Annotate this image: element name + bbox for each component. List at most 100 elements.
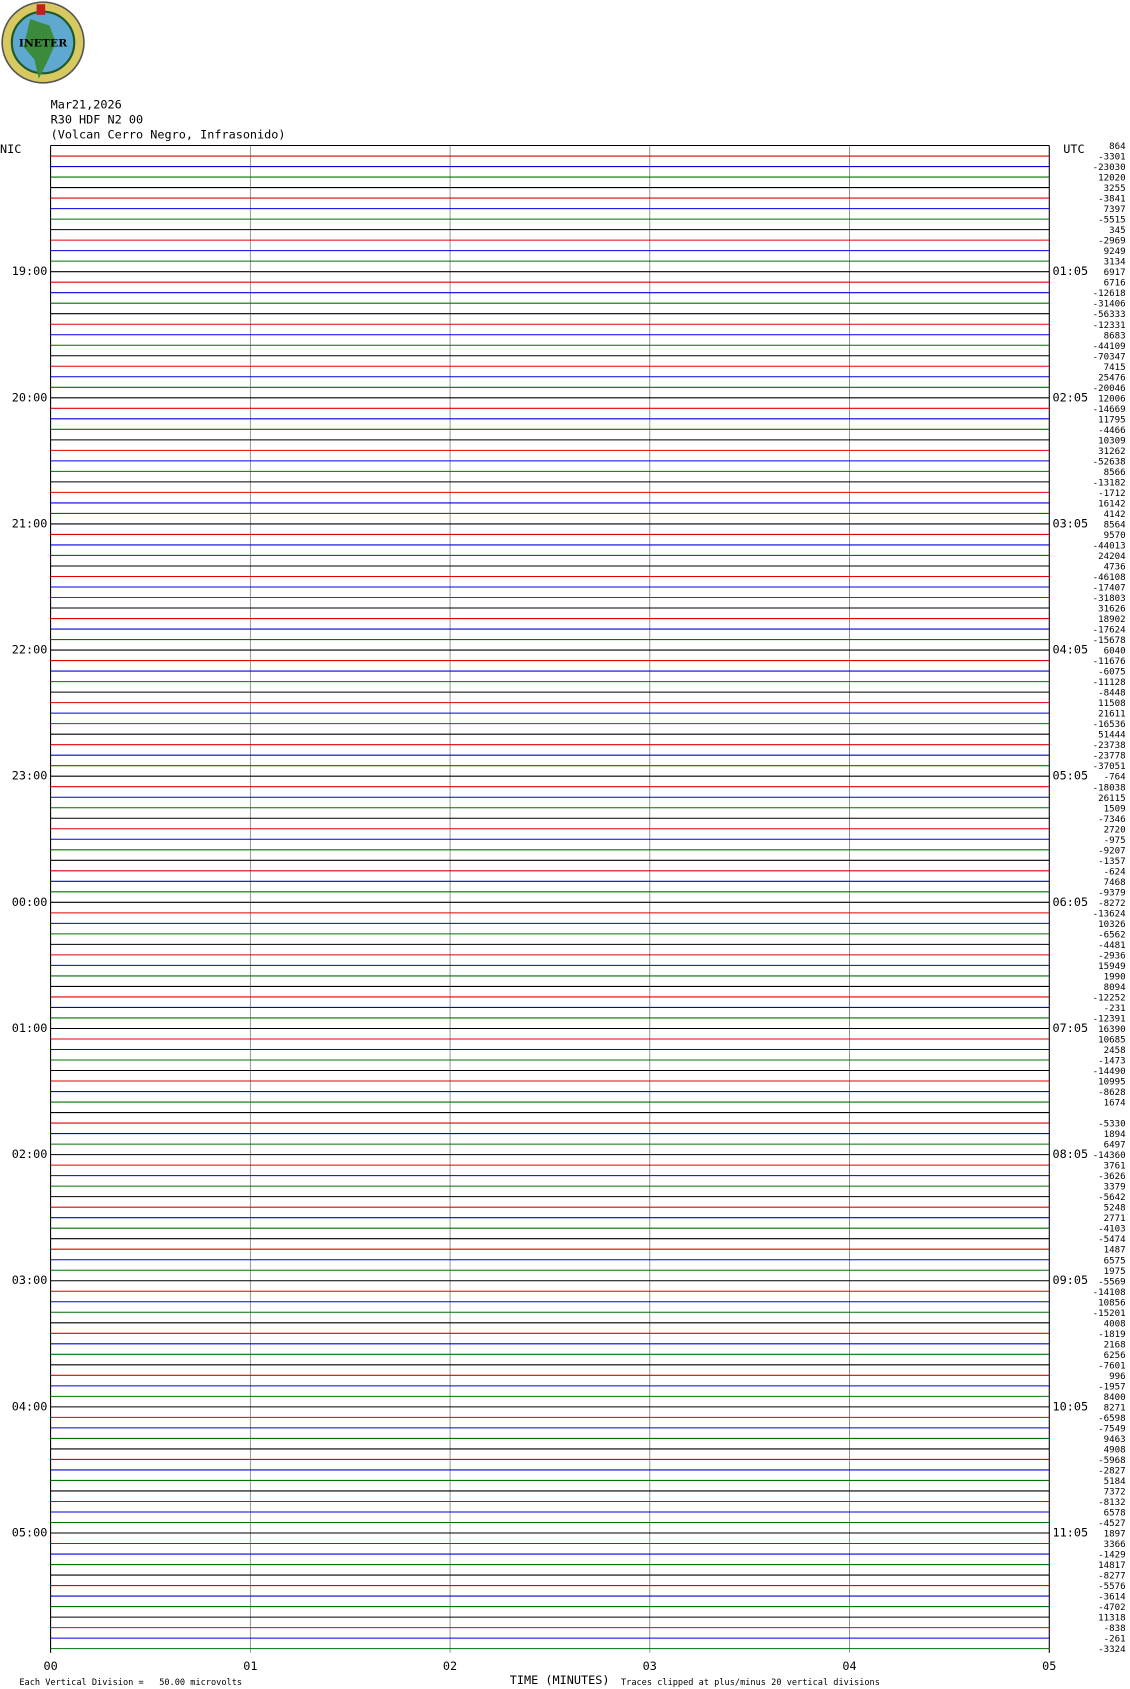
trace-offset: -2969 xyxy=(1098,237,1126,247)
trace-offset: -1712 xyxy=(1098,489,1126,499)
trace-offset: 3379 xyxy=(1104,1183,1126,1193)
trace-offset: 7397 xyxy=(1104,205,1126,215)
trace-offset: 12020 xyxy=(1098,174,1126,184)
trace-offset: 6917 xyxy=(1104,268,1126,278)
nic-time-label: 04:00 xyxy=(12,1399,48,1413)
trace-offset: -6598 xyxy=(1098,1414,1126,1424)
trace-offset: -7346 xyxy=(1098,815,1126,825)
trace-offset: 10856 xyxy=(1098,1298,1126,1308)
trace-offset: 11795 xyxy=(1098,415,1126,425)
trace-offset: -16536 xyxy=(1093,720,1126,730)
trace-offset: -5968 xyxy=(1098,1456,1126,1466)
trace-offset: -838 xyxy=(1104,1624,1126,1634)
trace-offset: -4527 xyxy=(1098,1519,1126,1529)
trace-offset: -15201 xyxy=(1093,1309,1126,1319)
trace-offset: -5515 xyxy=(1098,216,1126,226)
nic-time-label: 19:00 xyxy=(12,264,48,278)
trace-offset: 9463 xyxy=(1104,1435,1126,1445)
trace-offset: -2936 xyxy=(1098,951,1126,961)
trace-offset: 8683 xyxy=(1104,331,1126,341)
nic-time-label: 23:00 xyxy=(12,769,48,783)
nic-time-label: 03:00 xyxy=(12,1273,48,1287)
trace-offset: 996 xyxy=(1109,1372,1126,1382)
header-date: Mar21,2026 xyxy=(51,98,122,112)
x-tick-label: 05 xyxy=(1042,1659,1056,1673)
trace-offset: 6256 xyxy=(1104,1351,1126,1361)
trace-offset: 4908 xyxy=(1104,1446,1126,1456)
trace-offset: 864 xyxy=(1109,142,1126,152)
trace-offset: -52638 xyxy=(1093,457,1126,467)
trace-offset: -37051 xyxy=(1093,762,1126,772)
trace-offset: 15949 xyxy=(1098,962,1126,972)
trace-offset: -14490 xyxy=(1093,1067,1126,1077)
nic-time-label: 21:00 xyxy=(12,516,48,530)
utc-time-label: 05:05 xyxy=(1053,769,1089,783)
trace-offset: 2458 xyxy=(1104,1046,1126,1056)
trace-offset: -13182 xyxy=(1093,478,1126,488)
trace-offset: -18038 xyxy=(1093,783,1126,793)
trace-offset: 12006 xyxy=(1098,394,1126,404)
trace-offset: -1473 xyxy=(1098,1057,1126,1067)
left-timezone: NIC xyxy=(0,142,21,156)
trace-offset: 8564 xyxy=(1104,521,1127,531)
trace-offset: -1429 xyxy=(1098,1551,1126,1561)
utc-time-label: 06:05 xyxy=(1053,895,1089,909)
trace-offset: -4103 xyxy=(1098,1225,1126,1235)
trace-offset: 1990 xyxy=(1104,973,1126,983)
trace-offset: -12331 xyxy=(1093,321,1126,331)
trace-offset: 1897 xyxy=(1104,1530,1126,1540)
header-location: (Volcan Cerro Negro, Infrasonido) xyxy=(51,127,286,141)
clip-note: Traces clipped at plus/minus 20 vertical… xyxy=(621,1678,880,1688)
trace-offset: 26115 xyxy=(1098,794,1126,804)
trace-offset: -1957 xyxy=(1098,1382,1126,1392)
utc-time-label: 02:05 xyxy=(1053,390,1089,404)
trace-offset: 3134 xyxy=(1104,258,1127,268)
trace-offset: 4736 xyxy=(1104,563,1126,573)
trace-offset: -46108 xyxy=(1093,573,1126,583)
trace-offset: 345 xyxy=(1109,226,1126,236)
trace-offset: -5569 xyxy=(1098,1277,1126,1287)
utc-time-label: 11:05 xyxy=(1053,1526,1089,1540)
trace-offset: 1509 xyxy=(1104,804,1126,814)
trace-offset: 4142 xyxy=(1104,510,1126,520)
trace-offset: -231 xyxy=(1104,1004,1126,1014)
trace-offset: -4481 xyxy=(1098,941,1126,951)
trace-offset: -8272 xyxy=(1098,899,1126,909)
logo-flag xyxy=(36,4,46,15)
trace-offset: 11318 xyxy=(1098,1614,1126,1624)
trace-offset: -1357 xyxy=(1098,857,1126,867)
trace-offset: 14817 xyxy=(1098,1561,1126,1571)
utc-time-label: 03:05 xyxy=(1053,516,1089,530)
trace-offset: -11676 xyxy=(1093,657,1126,667)
trace-offset: 8400 xyxy=(1104,1393,1126,1403)
trace-offset: 2771 xyxy=(1104,1214,1126,1224)
trace-offset: 3366 xyxy=(1104,1540,1126,1550)
header-station: R30 HDF N2 00 xyxy=(51,113,144,127)
trace-offset: 8566 xyxy=(1104,468,1126,478)
x-tick-label: 03 xyxy=(643,1659,657,1673)
utc-time-label: 08:05 xyxy=(1053,1147,1089,1161)
trace-offset: -31406 xyxy=(1093,300,1126,310)
trace-offset: -8132 xyxy=(1098,1498,1126,1508)
trace-offset: -31803 xyxy=(1093,594,1126,604)
trace-offset: -12252 xyxy=(1093,994,1126,1004)
trace-offset: -23030 xyxy=(1093,163,1126,173)
grid: 00 01 02 03 04 05 xyxy=(43,145,1056,1673)
nic-time-label: 05:00 xyxy=(12,1526,48,1540)
trace-offset: 6497 xyxy=(1104,1141,1126,1151)
trace-offset: -3841 xyxy=(1098,195,1126,205)
trace-offset: -8628 xyxy=(1098,1088,1126,1098)
trace-offset: -2827 xyxy=(1098,1467,1126,1477)
trace-offset: 16142 xyxy=(1098,500,1126,510)
x-tick-label: 01 xyxy=(243,1659,257,1673)
trace-offset: -5642 xyxy=(1098,1193,1126,1203)
trace-offset: -11128 xyxy=(1093,678,1126,688)
nic-time-label: 00:00 xyxy=(12,895,48,909)
trace-offset: 1975 xyxy=(1104,1267,1126,1277)
trace-offset: -9207 xyxy=(1098,846,1126,856)
trace-offset: -23738 xyxy=(1093,741,1126,751)
trace-offset: -14108 xyxy=(1093,1288,1126,1298)
trace-offset: 24204 xyxy=(1098,552,1126,562)
trace-offset: -56333 xyxy=(1093,310,1126,320)
